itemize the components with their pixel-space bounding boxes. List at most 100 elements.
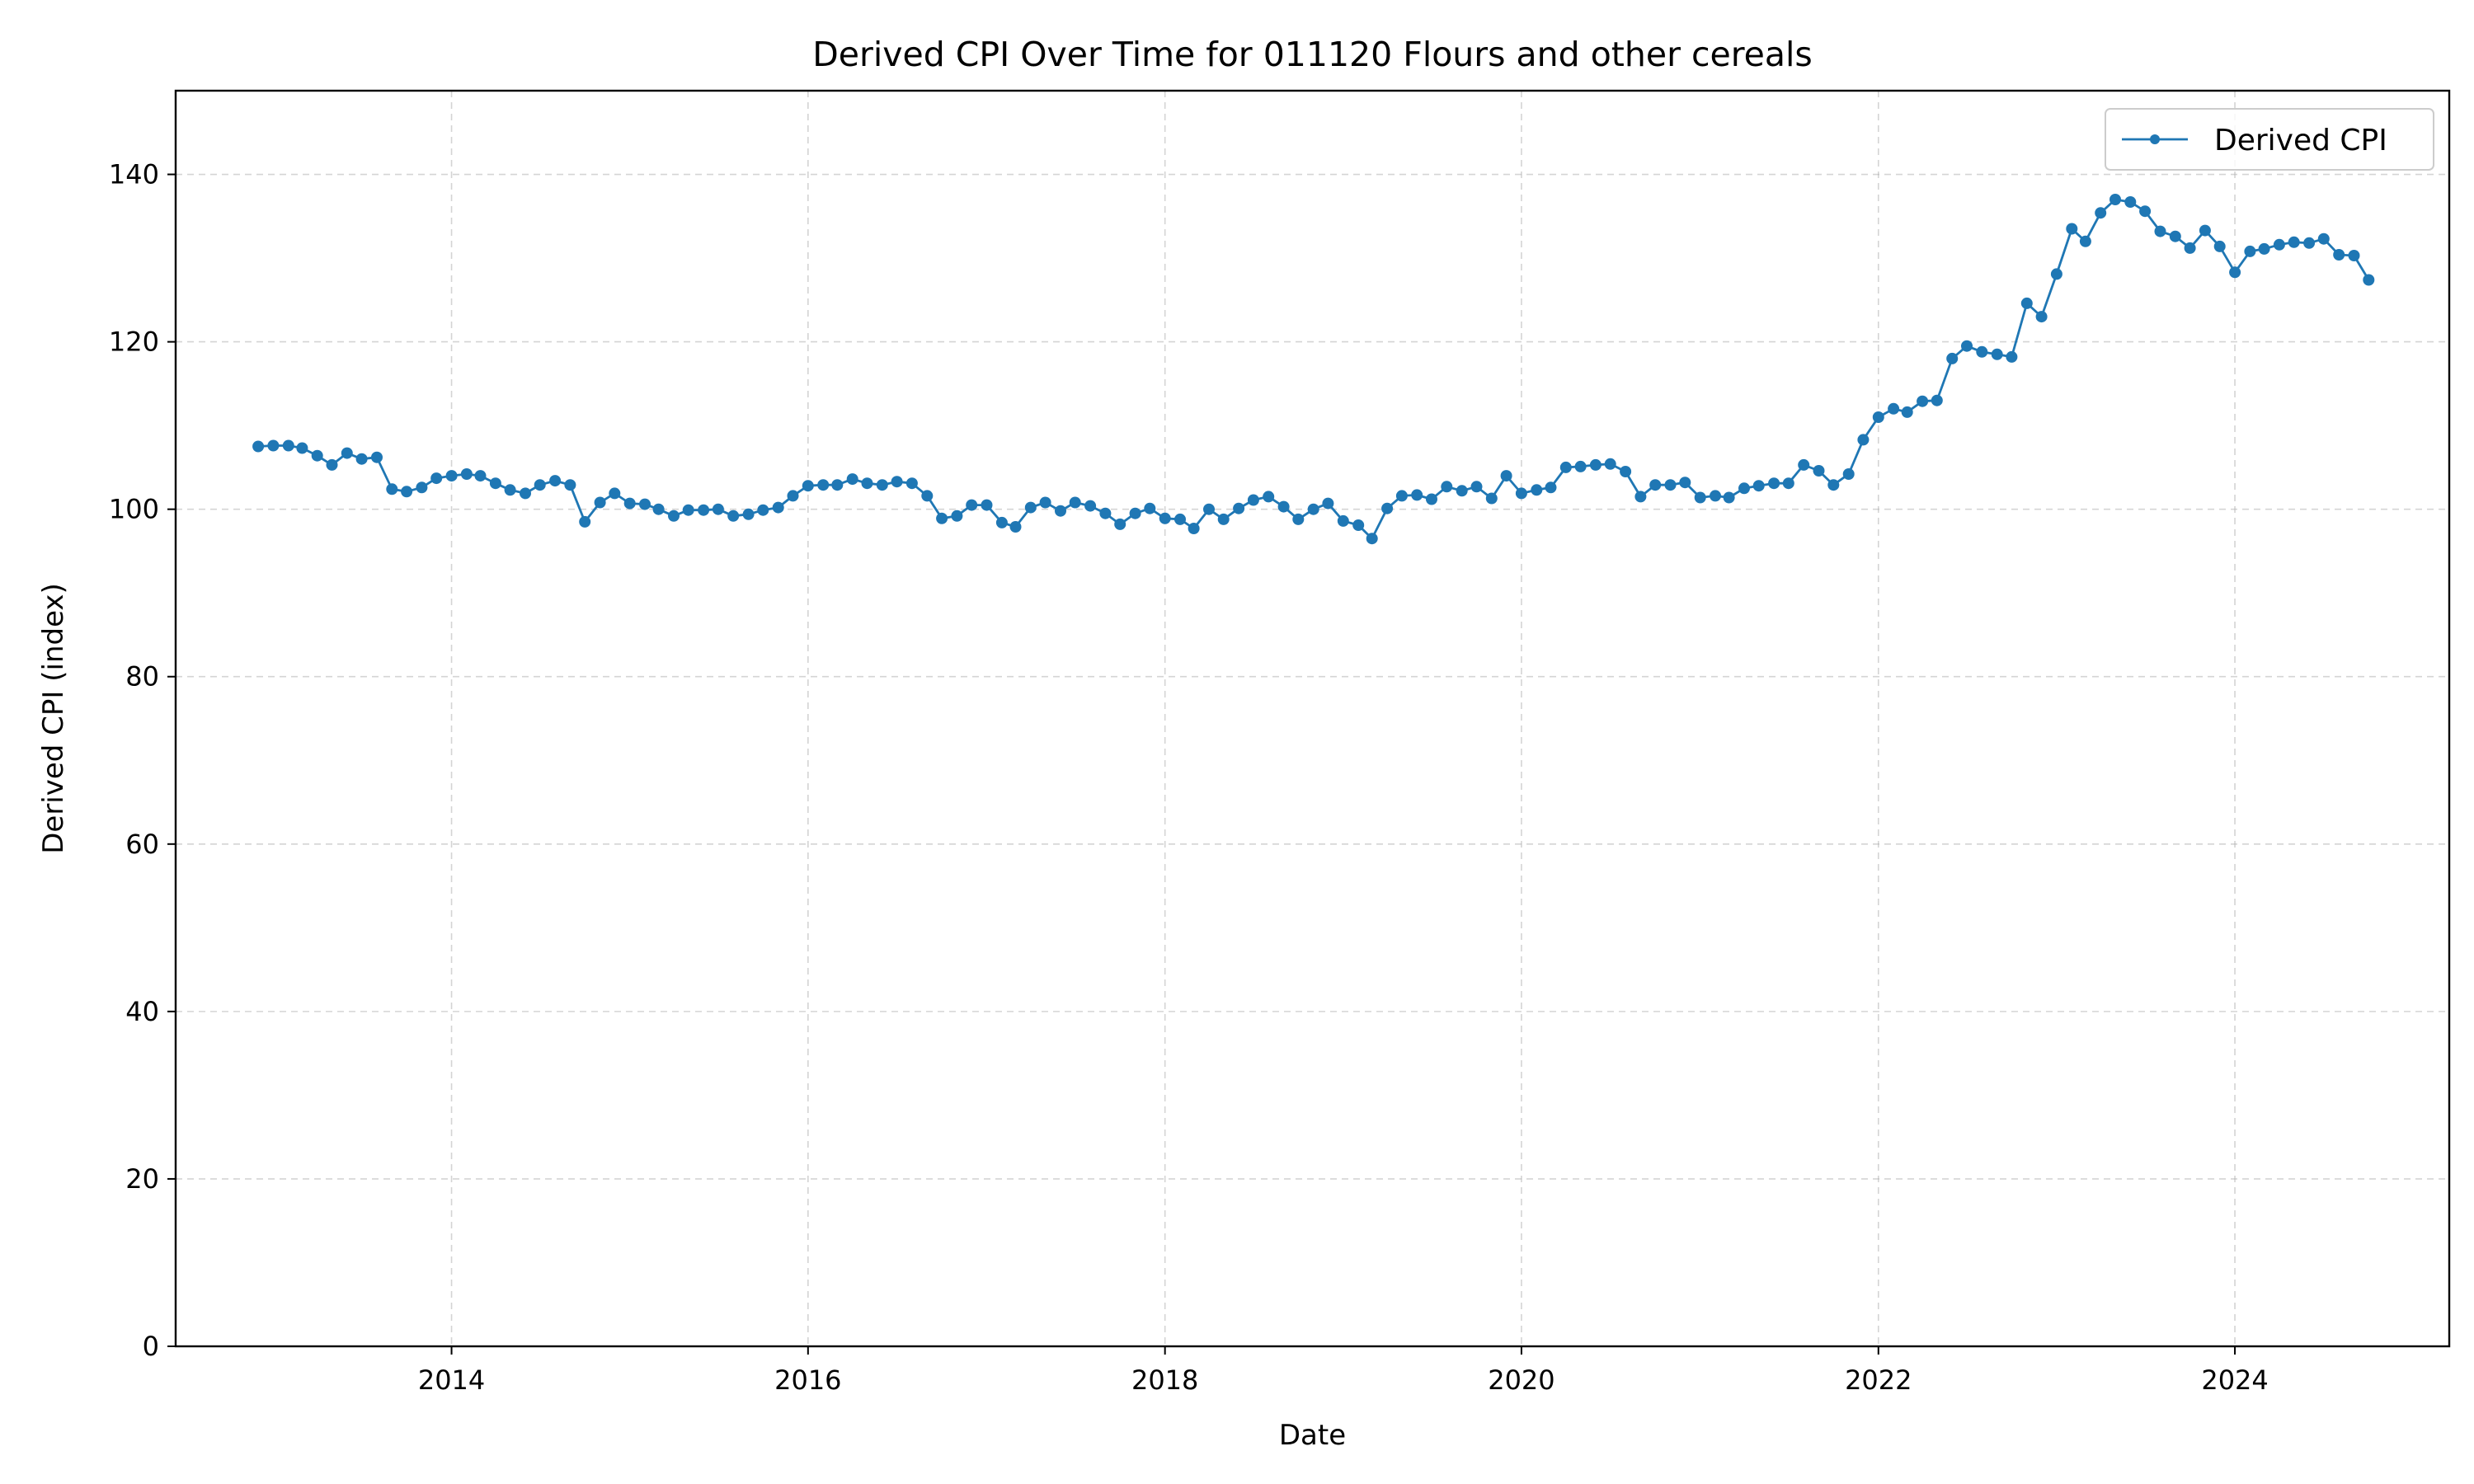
data-point: [1813, 465, 1825, 477]
data-point: [652, 503, 665, 515]
data-point: [1752, 480, 1765, 492]
data-point: [1649, 479, 1662, 491]
data-point: [341, 447, 353, 459]
data-point: [371, 451, 383, 463]
data-point: [1961, 340, 1973, 352]
data-point: [1217, 513, 1230, 525]
data-point: [504, 484, 516, 496]
data-point: [1857, 434, 1870, 446]
data-point: [1827, 479, 1840, 491]
data-point: [2006, 350, 2018, 363]
data-point: [742, 508, 755, 520]
data-point: [1888, 402, 1900, 415]
data-point: [1307, 503, 1319, 515]
data-point: [1426, 493, 1437, 505]
data-point: [1559, 461, 1572, 473]
y-tick-label: 40: [125, 996, 159, 1027]
data-point: [831, 479, 844, 491]
y-tick-label: 20: [125, 1163, 159, 1195]
data-point: [2213, 240, 2226, 252]
data-point: [1174, 513, 1186, 525]
data-point: [1337, 514, 1349, 527]
x-tick-label: 2022: [1845, 1364, 1912, 1396]
data-point: [2317, 232, 2330, 245]
data-point: [1039, 496, 1051, 509]
y-tick-label: 60: [125, 829, 159, 860]
data-point: [1470, 481, 1483, 493]
data-point: [1352, 519, 1365, 531]
data-point: [1917, 395, 1929, 407]
data-point: [682, 504, 694, 516]
data-point: [2363, 274, 2375, 286]
data-point: [1768, 477, 1780, 490]
data-point: [1842, 468, 1855, 480]
data-point: [1247, 494, 1259, 506]
data-point: [2273, 238, 2285, 251]
data-point: [802, 480, 814, 492]
data-point: [534, 479, 546, 491]
data-point: [757, 504, 769, 516]
data-point: [520, 487, 531, 500]
data-point: [2288, 236, 2300, 248]
data-point: [995, 516, 1008, 528]
data-point: [2244, 245, 2256, 257]
data-point: [1114, 518, 1126, 530]
data-point: [817, 479, 830, 491]
y-tick-label: 0: [143, 1331, 159, 1362]
data-point: [668, 510, 680, 522]
data-point: [2079, 235, 2091, 247]
data-point: [1366, 533, 1378, 545]
data-point: [2124, 196, 2137, 208]
data-point: [1159, 512, 1171, 524]
data-point: [1976, 345, 1988, 358]
data-point: [282, 439, 294, 452]
data-point: [1574, 460, 1587, 472]
y-axis-label: Derived CPI (index): [37, 583, 70, 854]
data-point: [1679, 477, 1691, 489]
chart-title: Derived CPI Over Time for 011120 Flours …: [812, 35, 1813, 74]
data-point: [326, 458, 338, 471]
data-point: [1620, 466, 1632, 477]
data-point: [1188, 523, 1200, 534]
series-layer: [252, 194, 2375, 545]
data-point: [891, 476, 903, 488]
data-point: [1545, 481, 1557, 494]
data-point: [1456, 485, 1468, 497]
data-point: [355, 453, 368, 465]
data-point: [401, 486, 413, 498]
data-point: [727, 510, 740, 522]
data-point: [1024, 501, 1037, 514]
data-point: [2109, 194, 2121, 205]
data-point: [1694, 491, 1706, 504]
data-point: [474, 470, 487, 482]
data-point: [460, 468, 473, 480]
data-point: [936, 512, 948, 524]
data-point: [846, 473, 858, 486]
data-point: [594, 496, 606, 509]
data-point: [416, 481, 428, 494]
legend-label-derived-cpi: Derived CPI: [2214, 124, 2387, 157]
tick-layer: 0 20 40 60 80 100 120 140 2014 2016 2018 2020 2022 20…: [109, 159, 2269, 1396]
x-tick-label: 2016: [774, 1364, 841, 1396]
data-point: [609, 487, 621, 500]
data-point: [1710, 490, 1721, 502]
data-point: [252, 440, 265, 453]
data-point: [1203, 503, 1215, 515]
data-point: [876, 479, 888, 491]
data-point: [1500, 470, 1512, 482]
data-point: [1395, 490, 1408, 502]
data-point: [445, 470, 458, 482]
y-tick-label: 100: [109, 494, 159, 525]
data-point: [1411, 489, 1423, 501]
data-point: [2139, 205, 2152, 218]
data-point: [1872, 411, 1884, 423]
data-point: [1531, 484, 1543, 496]
x-axis-label: Date: [1279, 1419, 1346, 1452]
data-point: [1009, 521, 1022, 533]
data-point: [2095, 207, 2107, 219]
data-point: [579, 515, 591, 528]
data-point: [489, 477, 501, 490]
data-point: [1263, 491, 1275, 503]
